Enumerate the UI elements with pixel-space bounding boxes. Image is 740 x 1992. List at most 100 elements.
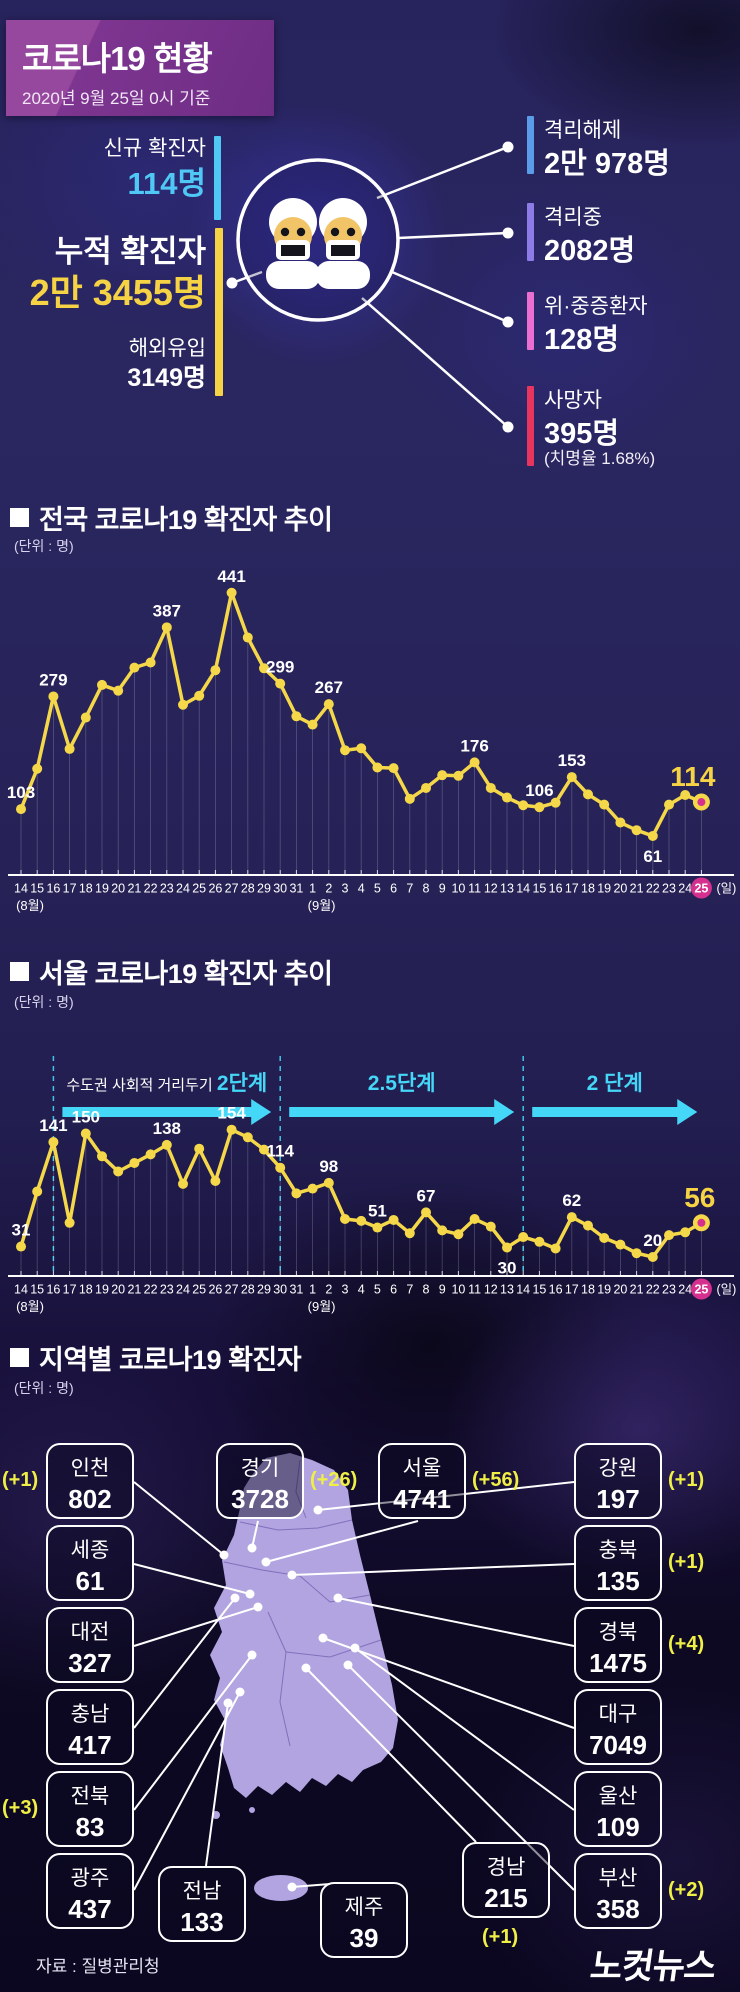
korea-map <box>133 1453 575 1901</box>
stage-arrow <box>532 1099 698 1125</box>
axis-day-label: 3 <box>342 1283 349 1297</box>
data-point <box>161 1139 172 1150</box>
stage-arrow <box>62 1099 272 1125</box>
data-point <box>534 1236 545 1247</box>
data-point <box>631 1248 642 1259</box>
data-point <box>664 1230 674 1241</box>
quarantined-value: 2082명 <box>544 235 636 267</box>
axis-day-label: 10 <box>451 882 465 896</box>
axis-day-label: 20 <box>111 882 125 896</box>
province-border <box>239 1519 353 1531</box>
jeju-island <box>254 1875 308 1901</box>
axis-day-label: 21 <box>630 1283 644 1297</box>
region-connector-gwangju <box>133 1691 241 1891</box>
data-point <box>469 757 480 768</box>
axis-month-label: (8월) <box>16 898 44 913</box>
data-point <box>453 1229 464 1240</box>
region-connector-ulsan <box>354 1647 575 1811</box>
data-point <box>323 1177 334 1188</box>
data-point <box>404 793 415 804</box>
axis-day-label: 25 <box>694 882 708 896</box>
cumulative-label: 누적 확진자 <box>54 234 206 269</box>
data-point <box>615 817 626 828</box>
axis-day-label: 18 <box>79 1283 93 1297</box>
data-point <box>340 745 350 756</box>
data-point <box>178 699 188 710</box>
axis-day-highlight <box>690 1278 712 1300</box>
data-point <box>242 1132 253 1143</box>
axis-day-label: 25 <box>694 1283 708 1297</box>
released-value: 2만 978명 <box>544 148 670 180</box>
imported-label: 해외유입 <box>128 337 206 360</box>
axis-day-label: 21 <box>127 882 141 896</box>
critical-value: 128명 <box>544 324 620 356</box>
data-point <box>502 1242 512 1253</box>
data-point <box>421 1207 431 1218</box>
axis-day-label: 1 <box>309 1283 316 1297</box>
region-connector-gyeonggi <box>251 1520 259 1549</box>
data-point <box>97 679 107 690</box>
point-label: 441 <box>217 567 245 586</box>
region-dot-seoul <box>261 1557 271 1567</box>
quarantined-bar <box>527 203 534 261</box>
axis-day-label: 8 <box>423 882 430 896</box>
data-point <box>80 712 91 723</box>
nocut-news-logo: 노컷뉴스 <box>588 1947 719 1986</box>
axis-day-label: 5 <box>374 882 381 896</box>
axis-unit-label: (일) <box>716 1283 736 1297</box>
point-label: 299 <box>266 658 294 677</box>
seoul-chart-unit: (단위 : 명) <box>14 994 74 1010</box>
data-point <box>178 1178 188 1189</box>
data-point <box>518 800 529 811</box>
data-point <box>485 782 496 793</box>
imported-value: 3149명 <box>127 364 206 392</box>
data-point <box>518 1232 529 1243</box>
region-dot-daegu <box>318 1633 328 1643</box>
point-label: 61 <box>643 847 662 866</box>
data-point <box>64 743 75 754</box>
page-title: 코로나19 현황 <box>22 40 213 77</box>
region-dot-gyeonggi <box>247 1543 257 1553</box>
data-point <box>437 770 448 781</box>
region-connector-jeonnam <box>205 1702 229 1867</box>
axis-day-label: 27 <box>225 882 239 896</box>
axis-day-label: 4 <box>358 1283 365 1297</box>
axis-day-label: 28 <box>241 1283 255 1297</box>
axis-day-label: 2 <box>325 1283 332 1297</box>
data-point <box>64 1217 75 1228</box>
axis-day-label: 13 <box>500 1283 514 1297</box>
point-label: 98 <box>319 1157 338 1176</box>
axis-day-label: 7 <box>406 882 413 896</box>
point-label: 150 <box>72 1108 100 1127</box>
data-point <box>16 804 26 815</box>
masked-people-icon <box>266 198 370 289</box>
axis-day-label: 16 <box>549 1283 563 1297</box>
data-point <box>680 1227 691 1238</box>
axis-day-label: 13 <box>500 882 514 896</box>
data-point <box>194 690 205 701</box>
data-point <box>664 799 674 810</box>
axis-day-label: 29 <box>257 882 271 896</box>
data-point <box>161 622 172 633</box>
province-border <box>223 1561 301 1577</box>
region-dot-chungbuk <box>287 1570 297 1580</box>
national-chart-title: 전국 코로나19 확진자 추이 <box>39 505 333 535</box>
data-point <box>242 632 253 643</box>
data-point <box>80 1128 91 1139</box>
data-point <box>388 763 399 774</box>
point-label: 387 <box>153 601 181 620</box>
data-point <box>550 1243 561 1254</box>
region-dot-gangwon <box>313 1505 323 1515</box>
region-dot-gyeongbuk <box>333 1593 343 1603</box>
axis-day-label: 21 <box>127 1283 141 1297</box>
data-point <box>48 691 59 702</box>
data-point <box>615 1239 626 1250</box>
region-dot-gyeongnam <box>301 1663 311 1673</box>
data-point <box>129 1157 140 1168</box>
axis-day-label: 12 <box>484 1283 498 1297</box>
axis-day-label: 24 <box>678 882 692 896</box>
axis-day-label: 10 <box>451 1283 465 1297</box>
point-label: 154 <box>217 1104 246 1123</box>
axis-day-label: 6 <box>390 882 397 896</box>
national-chart-title-row: 전국 코로나19 확진자 추이 <box>10 498 333 537</box>
